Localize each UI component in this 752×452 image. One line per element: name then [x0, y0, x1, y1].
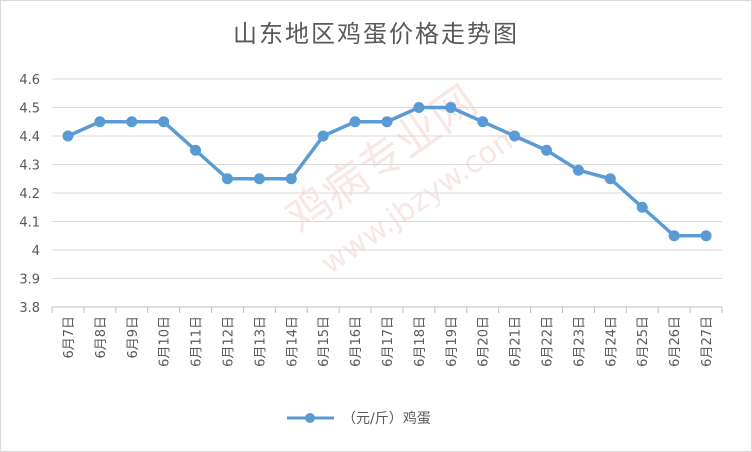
gridlines — [52, 78, 722, 279]
data-point — [349, 116, 361, 128]
data-point — [62, 130, 74, 142]
x-axis-ticks: 6月7日 6月8日 6月9日 6月10日 6月11日 6月12日 6月13日 6月14日 6月1… — [62, 316, 715, 367]
data-point — [381, 116, 393, 128]
data-point — [668, 230, 680, 242]
x-tick-label: 6月11日 — [190, 316, 205, 367]
data-point — [158, 116, 170, 128]
data-point — [413, 102, 425, 113]
data-point — [477, 116, 489, 128]
x-tick-label: 6月23日 — [572, 316, 587, 367]
y-tick-label: 4.3 — [19, 159, 40, 174]
x-tick-label: 6月13日 — [253, 316, 268, 367]
data-point — [221, 173, 233, 185]
data-point — [445, 102, 457, 113]
x-tick-label: 6月14日 — [285, 316, 300, 367]
x-tick-label: 6月19日 — [445, 316, 460, 367]
data-point — [509, 130, 521, 142]
series-layer — [62, 102, 712, 242]
y-tick-label: 4.2 — [19, 187, 40, 202]
x-tick-label: 6月25日 — [636, 316, 651, 367]
x-tick-label: 6月9日 — [126, 316, 141, 359]
x-tick-label: 6月8日 — [94, 316, 109, 359]
x-tick-label: 6月17日 — [381, 316, 396, 367]
watermark: 鸡病专业网 www.jbzyw.com — [277, 76, 528, 282]
legend-point-marker — [305, 413, 315, 423]
data-point — [190, 144, 202, 156]
x-tick-label: 6月16日 — [349, 316, 364, 367]
x-tick-label: 6月27日 — [700, 316, 715, 367]
data-point — [94, 116, 106, 128]
x-tick-label: 6月12日 — [221, 316, 236, 367]
x-tick-label: 6月18日 — [413, 316, 428, 367]
x-tick-label: 6月22日 — [541, 316, 556, 367]
x-tick-label: 6月15日 — [317, 316, 332, 367]
data-point — [126, 116, 138, 128]
x-tick-label: 6月21日 — [509, 316, 524, 367]
y-tick-label: 4 — [32, 244, 40, 259]
data-point — [253, 173, 265, 185]
y-tick-label: 4.6 — [19, 73, 40, 88]
data-point — [317, 130, 329, 142]
y-tick-label: 4.4 — [19, 130, 40, 145]
data-point — [700, 230, 712, 242]
x-tick-label: 6月7日 — [62, 316, 77, 359]
y-axis-ticks: 3.8 3.9 4 4.1 4.2 4.3 4.4 4.5 4.6 — [19, 73, 40, 316]
data-point — [636, 201, 648, 213]
legend: （元/斤）鸡蛋 — [287, 410, 431, 427]
x-tick-label: 6月26日 — [668, 316, 683, 367]
y-tick-label: 4.1 — [19, 216, 40, 231]
data-point — [285, 173, 297, 185]
x-tick-label: 6月10日 — [158, 316, 173, 367]
data-point — [541, 144, 553, 156]
legend-label: （元/斤）鸡蛋 — [342, 410, 431, 427]
y-tick-label: 4.5 — [19, 102, 40, 117]
x-tick-label: 6月24日 — [604, 316, 619, 367]
axes — [51, 306, 723, 313]
chart-title: 山东地区鸡蛋价格走势图 — [233, 20, 519, 48]
data-point — [572, 164, 584, 176]
y-tick-label: 3.9 — [19, 273, 40, 288]
data-point — [604, 173, 616, 185]
y-tick-label: 3.8 — [19, 301, 40, 316]
x-tick-label: 6月20日 — [477, 316, 492, 367]
